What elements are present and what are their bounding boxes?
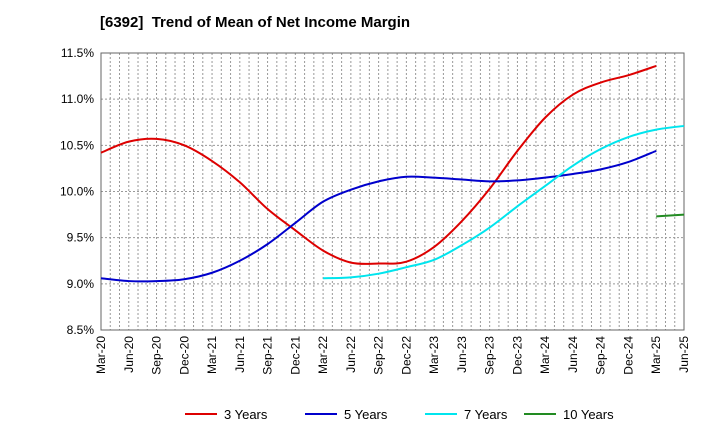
chart-title: [6392] Trend of Mean of Net Income Margi… bbox=[100, 14, 411, 31]
y-tick-label: 11.0% bbox=[61, 92, 94, 106]
x-tick-label: Mar-24 bbox=[538, 336, 552, 374]
x-tick-label: Jun-25 bbox=[677, 336, 691, 373]
x-tick-label: Dec-21 bbox=[288, 336, 302, 375]
y-tick-label: 10.0% bbox=[60, 185, 94, 199]
x-tick-label: Mar-23 bbox=[427, 336, 441, 374]
y-axis-ticks: 8.5% 9.0% 9.5% 10.0% 10.5% 11.0% 11.5% bbox=[60, 46, 94, 337]
x-tick-label: Jun-24 bbox=[566, 336, 580, 373]
legend-label-3-years: 3 Years bbox=[224, 407, 268, 422]
x-tick-label: Mar-22 bbox=[316, 336, 330, 374]
x-tick-label: Dec-22 bbox=[399, 336, 413, 375]
legend-label-10-years: 10 Years bbox=[563, 407, 614, 422]
x-tick-label: Dec-24 bbox=[621, 336, 635, 375]
x-tick-label: Dec-20 bbox=[177, 336, 191, 375]
x-tick-label: Mar-20 bbox=[94, 336, 108, 374]
x-tick-label: Sep-23 bbox=[483, 336, 497, 375]
y-tick-label: 11.5% bbox=[61, 46, 94, 60]
x-tick-label: Jun-21 bbox=[233, 336, 247, 373]
x-tick-label: Jun-23 bbox=[455, 336, 469, 373]
plot-area bbox=[100, 52, 685, 331]
y-tick-label: 10.5% bbox=[60, 138, 94, 152]
series-line-10-years bbox=[656, 213, 685, 218]
x-tick-label: Sep-24 bbox=[594, 336, 608, 375]
x-tick-label: Jun-22 bbox=[344, 336, 358, 373]
x-tick-label: Jun-20 bbox=[122, 336, 136, 373]
x-tick-label: Mar-21 bbox=[205, 336, 219, 374]
series-line-7-years bbox=[323, 124, 685, 280]
legend: 3 Years 5 Years 7 Years 10 Years bbox=[185, 407, 614, 422]
x-axis-ticks: Mar-20 Jun-20 Sep-20 Dec-20 Mar-21 Jun-21 Sep-… bbox=[94, 336, 691, 375]
x-tick-label: Sep-21 bbox=[261, 336, 275, 375]
x-tick-label: Sep-20 bbox=[150, 336, 164, 375]
series-line-5-years bbox=[100, 149, 657, 283]
x-tick-label: Mar-25 bbox=[649, 336, 663, 374]
y-tick-label: 9.5% bbox=[67, 231, 95, 245]
series-line-3-years bbox=[100, 64, 657, 265]
y-tick-label: 9.0% bbox=[67, 277, 95, 291]
legend-label-5-years: 5 Years bbox=[344, 407, 388, 422]
x-tick-label: Dec-23 bbox=[510, 336, 524, 375]
gridlines bbox=[101, 53, 684, 330]
series-lines bbox=[100, 64, 685, 283]
x-tick-label: Sep-22 bbox=[372, 336, 386, 375]
legend-label-7-years: 7 Years bbox=[464, 407, 508, 422]
y-tick-label: 8.5% bbox=[67, 323, 95, 337]
